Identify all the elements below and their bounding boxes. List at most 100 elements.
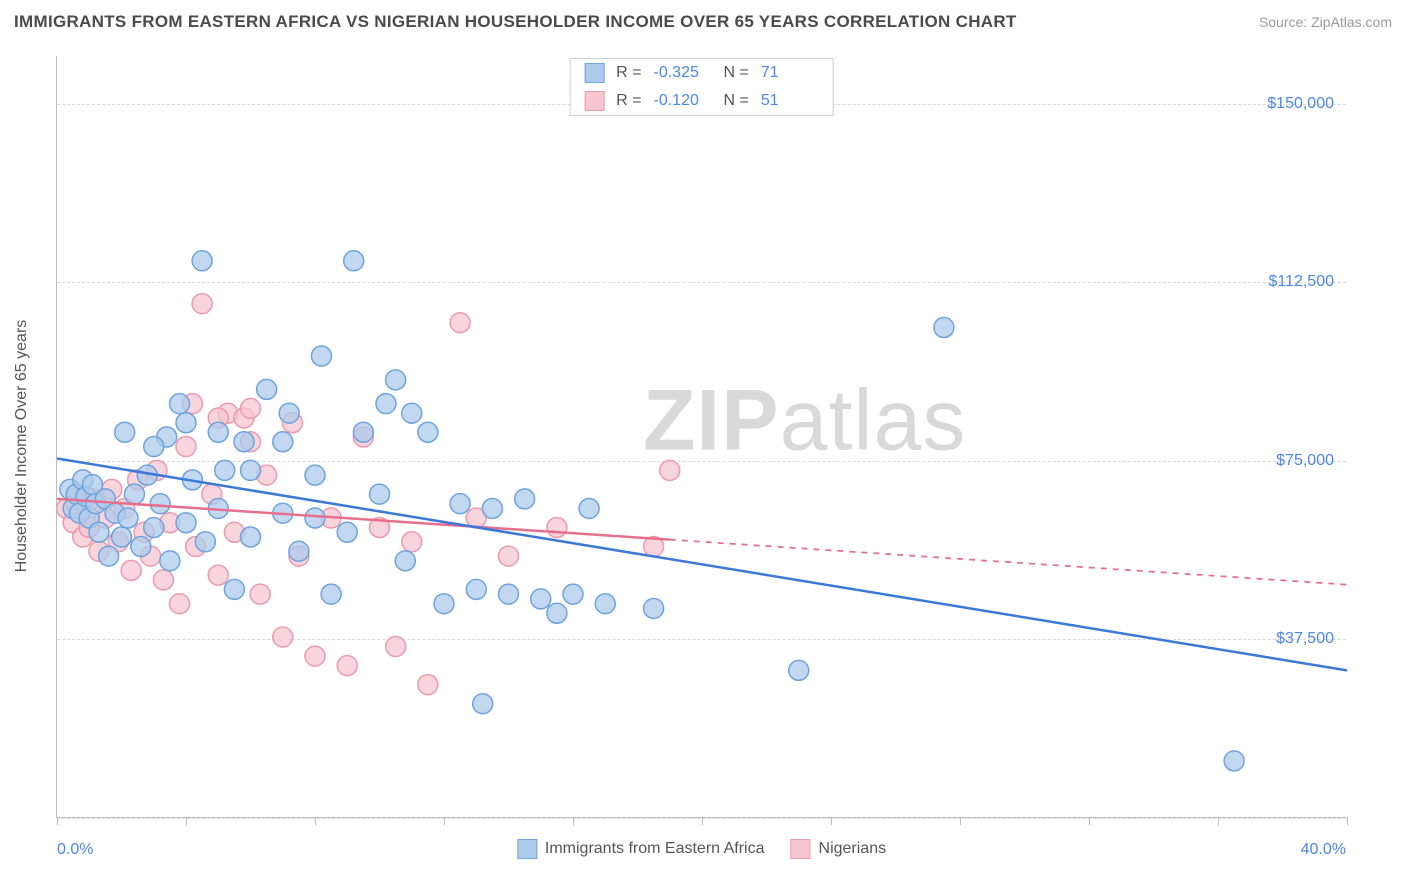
data-point [124,484,144,504]
data-point [434,594,454,614]
legend-swatch [791,839,811,859]
data-point [934,317,954,337]
data-point [395,551,415,571]
data-point [257,379,277,399]
n-label: N = [724,64,749,82]
data-point [353,422,373,442]
data-point [466,579,486,599]
data-point [241,398,261,418]
legend-swatch [584,63,604,83]
data-point [144,517,164,537]
data-point [418,422,438,442]
x-tick [444,817,445,825]
data-point [1224,751,1244,771]
data-point [234,432,254,452]
data-point [241,460,261,480]
data-point [305,646,325,666]
n-label: N = [724,92,749,110]
data-point [482,498,502,518]
data-point [170,594,190,614]
data-point [402,403,422,423]
legend-item: Immigrants from Eastern Africa [517,839,765,859]
data-point [321,584,341,604]
r-value: -0.325 [654,64,712,82]
r-label: R = [616,92,641,110]
data-point [99,546,119,566]
data-point [473,694,493,714]
x-axis-min-label: 0.0% [57,841,93,859]
data-point [450,494,470,514]
data-point [370,484,390,504]
data-point [418,675,438,695]
x-tick [1218,817,1219,825]
data-point [208,565,228,585]
legend-swatch [517,839,537,859]
scatter-svg [57,56,1347,818]
data-point [131,537,151,557]
data-point [595,594,615,614]
data-point [115,422,135,442]
data-point [176,513,196,533]
data-point [376,394,396,414]
data-point [121,560,141,580]
data-point [176,437,196,457]
data-point [195,532,215,552]
data-point [289,541,309,561]
legend-swatch [584,91,604,111]
data-point [660,460,680,480]
data-point [118,508,138,528]
chart-title: IMMIGRANTS FROM EASTERN AFRICA VS NIGERI… [14,12,1017,32]
plot-area: ZIPatlas $37,500$75,000$112,500$150,000 … [56,56,1346,818]
trend-line-extrapolated [670,540,1347,585]
x-tick [960,817,961,825]
legend-label: Nigerians [819,840,887,858]
data-point [192,251,212,271]
data-point [311,346,331,366]
data-point [644,598,664,618]
data-point [344,251,364,271]
x-tick [1089,817,1090,825]
x-tick [702,817,703,825]
x-tick [57,817,58,825]
data-point [337,656,357,676]
data-point [386,637,406,657]
data-point [176,413,196,433]
data-point [89,522,109,542]
trend-line [57,458,1347,670]
data-point [241,527,261,547]
data-point [192,294,212,314]
source-label: Source: ZipAtlas.com [1259,14,1392,30]
data-point [170,394,190,414]
legend-row: R = -0.120 N = 51 [570,87,833,115]
data-point [150,494,170,514]
data-point [499,546,519,566]
correlation-legend: R = -0.325 N = 71 R = -0.120 N = 51 [569,58,834,116]
data-point [515,489,535,509]
data-point [144,437,164,457]
data-point [531,589,551,609]
legend-item: Nigerians [791,839,887,859]
n-value: 51 [761,92,819,110]
x-tick [315,817,316,825]
r-label: R = [616,64,641,82]
data-point [305,465,325,485]
x-tick [573,817,574,825]
data-point [337,522,357,542]
data-point [547,517,567,537]
data-point [112,527,132,547]
n-value: 71 [761,64,819,82]
data-point [789,660,809,680]
data-point [250,584,270,604]
data-point [499,584,519,604]
chart-header: IMMIGRANTS FROM EASTERN AFRICA VS NIGERI… [14,12,1392,32]
data-point [386,370,406,390]
x-axis-max-label: 40.0% [1301,841,1346,859]
data-point [208,422,228,442]
data-point [215,460,235,480]
r-value: -0.120 [654,92,712,110]
legend-row: R = -0.325 N = 71 [570,59,833,87]
data-point [160,551,180,571]
series-legend: Immigrants from Eastern Africa Nigerians [517,839,886,859]
data-point [279,403,299,423]
x-tick [831,817,832,825]
